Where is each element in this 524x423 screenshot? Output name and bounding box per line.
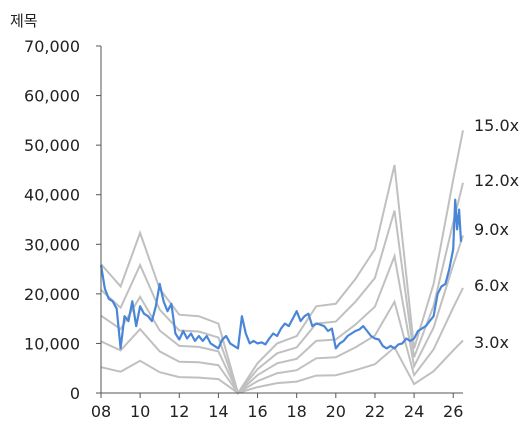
- x-tick-label: 12: [169, 402, 189, 421]
- chart-title: 제목: [10, 12, 38, 30]
- price-series: [99, 198, 463, 350]
- y-tick-label: 50,000: [24, 136, 80, 155]
- band-line-4: [100, 339, 464, 395]
- y-tick-label: 70,000: [24, 37, 80, 56]
- y-tick-label: 0: [70, 384, 80, 403]
- band-label: 6.0x: [474, 276, 509, 295]
- band-lines: [100, 130, 464, 396]
- y-tick-label: 60,000: [24, 87, 80, 106]
- band-label: 9.0x: [474, 220, 509, 239]
- x-tick-label: 22: [365, 402, 385, 421]
- band-label: 12.0x: [474, 171, 519, 190]
- band-line-0: [100, 130, 464, 396]
- price-line: [99, 198, 463, 350]
- y-axis-ticks: 0 10,000 20,000 30,000 40,000 50,000 60,000 70,…: [24, 37, 101, 403]
- x-tick-label: 10: [130, 402, 150, 421]
- x-tick-label: 24: [404, 402, 424, 421]
- axes: [100, 46, 463, 394]
- x-tick-label: 08: [91, 402, 111, 421]
- x-axis-ticks: 08 10 12 14 16 18 20 22 24 26: [91, 393, 463, 421]
- x-tick-label: 20: [326, 402, 346, 421]
- y-tick-label: 30,000: [24, 235, 80, 254]
- band-line-3: [100, 287, 464, 395]
- band-line-2: [100, 235, 464, 395]
- y-tick-label: 40,000: [24, 186, 80, 205]
- x-tick-label: 16: [247, 402, 267, 421]
- x-tick-label: 26: [443, 402, 463, 421]
- band-label: 15.0x: [474, 116, 519, 135]
- y-tick-label: 10,000: [24, 334, 80, 353]
- band-labels: 15.0x 12.0x 9.0x 6.0x 3.0x: [474, 116, 519, 352]
- x-tick-label: 14: [208, 402, 228, 421]
- band-label: 3.0x: [474, 333, 509, 352]
- y-tick-label: 20,000: [24, 285, 80, 304]
- band-line-1: [100, 182, 464, 396]
- x-tick-label: 18: [286, 402, 306, 421]
